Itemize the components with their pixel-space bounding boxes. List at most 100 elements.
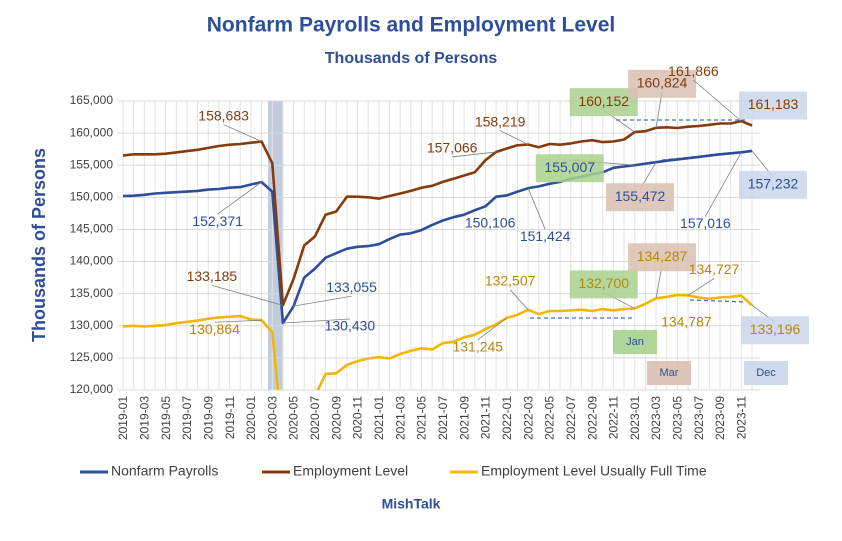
leader-line — [509, 289, 529, 310]
leader-line — [499, 130, 529, 145]
chart-title: Nonfarm Payrolls and Employment Level — [207, 14, 615, 37]
arrow — [689, 299, 746, 303]
y-tick-label: 120,000 — [70, 382, 114, 396]
data-label: 134,287 — [637, 248, 688, 264]
x-tick-label: 2020-09 — [329, 396, 343, 440]
x-tick-label: 2020-01 — [244, 396, 258, 440]
annotation-box — [647, 361, 691, 385]
data-label: 134,727 — [689, 261, 740, 277]
x-tick-label: 2019-03 — [137, 396, 151, 440]
label-box — [628, 243, 697, 272]
x-tick-label: 2021-01 — [372, 396, 386, 440]
x-tick-label: 2020-03 — [265, 396, 279, 440]
leader-line — [282, 318, 350, 324]
y-tick-label: 130,000 — [70, 318, 114, 332]
leader-line — [452, 151, 497, 158]
series-line — [122, 119, 753, 307]
x-tick-label: 2022-03 — [521, 396, 535, 440]
x-tick-label: 2022-07 — [564, 396, 578, 440]
data-label: 151,424 — [520, 228, 571, 244]
data-label: 130,864 — [189, 321, 240, 337]
data-label: 133,055 — [326, 279, 377, 295]
legend-label: Employment Level — [293, 463, 408, 479]
data-label: 160,824 — [637, 75, 688, 91]
x-tick-label: 2020-07 — [308, 396, 322, 440]
x-tick-label: 2023-03 — [649, 396, 663, 440]
chart-subtitle: Thousands of Persons — [325, 50, 498, 67]
annotation: Mar — [660, 367, 679, 379]
data-label: 133,196 — [750, 321, 801, 337]
leader-line — [704, 152, 742, 217]
y-tick-label: 145,000 — [70, 222, 114, 236]
x-tick-label: 2019-07 — [180, 396, 194, 440]
x-tick-label: 2021-11 — [479, 396, 493, 439]
x-tick-label: 2022-05 — [543, 396, 557, 440]
x-tick-label: 2023-09 — [713, 396, 727, 440]
x-tick-label: 2019-05 — [159, 396, 173, 440]
x-tick-label: 2019-11 — [223, 396, 237, 439]
x-tick-label: 2020-05 — [287, 396, 301, 440]
data-label: 157,232 — [748, 176, 799, 192]
series-line — [122, 293, 753, 390]
label-box — [628, 69, 697, 98]
x-tick-label: 2023-11 — [735, 396, 749, 439]
y-tick-label: 155,000 — [70, 157, 114, 171]
data-label: 155,472 — [615, 188, 666, 204]
leader-line — [477, 317, 508, 341]
x-tick-label: 2022-09 — [585, 396, 599, 440]
data-label: 152,371 — [192, 213, 243, 229]
x-tick-label: 2021-03 — [393, 396, 407, 440]
data-label: 150,106 — [465, 214, 516, 230]
leader-line — [693, 79, 742, 122]
data-label: 131,245 — [452, 338, 503, 354]
data-label: 161,866 — [668, 63, 719, 79]
data-label: 133,185 — [187, 268, 238, 284]
label-box — [741, 316, 809, 345]
y-tick-label: 125,000 — [70, 350, 114, 364]
leader-line — [211, 284, 284, 306]
source: MishTalk — [382, 496, 441, 512]
label-box — [535, 154, 604, 183]
data-label: 155,007 — [544, 159, 595, 175]
series-line — [122, 149, 753, 325]
x-tick-label: 2019-09 — [201, 396, 215, 440]
leader-line — [217, 181, 262, 215]
data-label: 130,430 — [325, 318, 376, 334]
label-box — [606, 183, 675, 212]
legend-label: Nonfarm Payrolls — [111, 463, 218, 479]
legend-label: Employment Level Usually Full Time — [481, 463, 707, 479]
label-box — [739, 91, 807, 120]
y-tick-label: 165,000 — [70, 93, 114, 107]
leader-line — [293, 295, 352, 307]
data-label: 161,183 — [748, 96, 799, 112]
y-tick-label: 135,000 — [70, 286, 114, 300]
annotation-box — [613, 330, 657, 354]
label-box — [569, 88, 638, 117]
leader-line — [687, 278, 715, 296]
x-tick-label: 2021-05 — [415, 396, 429, 440]
leader-line — [214, 319, 262, 323]
data-label: 134,787 — [661, 314, 712, 330]
label-box — [739, 170, 807, 199]
y-axis-label: Thousands of Persons — [29, 148, 49, 342]
x-tick-label: 2023-07 — [692, 396, 706, 440]
data-label: 160,152 — [578, 93, 629, 109]
lines — [122, 119, 753, 390]
y-tick-label: 140,000 — [70, 254, 114, 268]
x-tick-label: 2023-01 — [628, 396, 642, 440]
annotation: Jan — [626, 336, 644, 348]
data-label: 132,507 — [485, 272, 536, 288]
leader-line — [223, 124, 262, 142]
x-tick-label: 2020-11 — [351, 396, 365, 439]
x-tick-label: 2021-09 — [457, 396, 471, 440]
label-box — [569, 270, 638, 299]
leader-line — [527, 188, 546, 230]
x-tick-label: 2023-05 — [671, 396, 685, 440]
annotation-box — [744, 361, 788, 385]
x-tick-label: 2022-01 — [500, 396, 514, 440]
x-tick-label: 2022-11 — [607, 396, 621, 439]
x-tick-label: 2021-07 — [436, 396, 450, 440]
data-label: 157,066 — [427, 140, 478, 156]
